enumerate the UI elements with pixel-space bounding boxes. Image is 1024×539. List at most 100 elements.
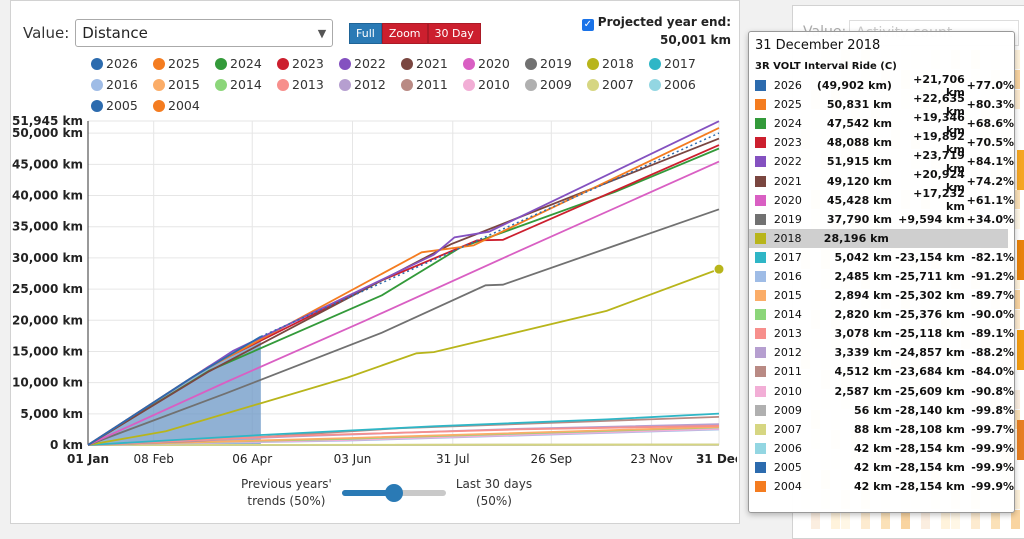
legend-item-2011[interactable]: 2011 (401, 74, 463, 95)
tooltip-diff: -28,154 km (892, 461, 965, 474)
legend-item-2013[interactable]: 2013 (277, 74, 339, 95)
tooltip-distance: 56 km (807, 404, 892, 417)
series-line-2020 (88, 162, 719, 445)
tooltip-year: 2010 (774, 385, 807, 398)
tooltip-diff: -25,711 km (892, 270, 965, 283)
tooltip-diff: +9,594 km (892, 213, 965, 226)
zoom-zoom-button[interactable]: Zoom (382, 23, 428, 44)
tooltip-year: 2023 (774, 136, 807, 149)
legend-dot-icon (153, 79, 165, 91)
legend-item-2023[interactable]: 2023 (277, 53, 339, 74)
legend-label: 2020 (478, 56, 510, 71)
y-tick-label: 45,000 km (12, 157, 83, 171)
legend-item-2025[interactable]: 2025 (153, 53, 215, 74)
tooltip-year: 2004 (774, 480, 807, 493)
tooltip-pct: +80.3% (965, 98, 1014, 111)
legend-label: 2024 (230, 56, 262, 71)
tooltip-swatch-icon (755, 233, 766, 244)
tooltip-year: 2017 (774, 251, 807, 264)
tooltip-swatch-icon (755, 290, 766, 301)
legend-dot-icon (587, 58, 599, 70)
tooltip-distance: 42 km (807, 480, 892, 493)
legend-dot-icon (649, 58, 661, 70)
heatmap-cell-strong (1017, 420, 1024, 460)
legend-label: 2022 (354, 56, 386, 71)
legend-dot-icon (649, 79, 661, 91)
slider-left-label-line2: trends (50%) (241, 493, 332, 510)
projected-checkbox[interactable]: ✓ (582, 19, 594, 31)
projected-year-end: ✓Projected year end: 50,001 km (582, 13, 731, 49)
legend-label: 2021 (416, 56, 448, 71)
legend-label: 2012 (354, 77, 386, 92)
chevron-down-icon: ▼ (318, 27, 326, 40)
legend-item-2026[interactable]: 2026 (91, 53, 153, 74)
value-row: Value: Distance ▼ (23, 19, 333, 47)
legend-label: 2011 (416, 77, 448, 92)
legend-label: 2016 (106, 77, 138, 92)
legend-item-2018[interactable]: 2018 (587, 53, 649, 74)
tooltip-swatch-icon (755, 214, 766, 225)
value-select[interactable]: Distance ▼ (75, 19, 333, 47)
tooltip-year: 2020 (774, 194, 807, 207)
legend-item-2016[interactable]: 2016 (91, 74, 153, 95)
tooltip-swatch-icon (755, 443, 766, 454)
y-tick-label: 25,000 km (12, 282, 83, 296)
chart-panel: Value: Distance ▼ Full Zoom 30 Day ✓Proj… (10, 0, 740, 524)
zoom-full-button[interactable]: Full (349, 23, 382, 44)
legend-item-2007[interactable]: 2007 (587, 74, 649, 95)
tooltip-swatch-icon (755, 405, 766, 416)
tooltip-diff: -24,857 km (892, 346, 965, 359)
tooltip-distance: 5,042 km (807, 251, 892, 264)
y-tick-label: 35,000 km (12, 220, 83, 234)
tooltip-pct: +77.0% (965, 79, 1014, 92)
tooltip-pct: -90.8% (965, 385, 1014, 398)
slider-track[interactable] (342, 490, 446, 496)
legend-dot-icon (91, 58, 103, 70)
legend-item-2009[interactable]: 2009 (525, 74, 587, 95)
tooltip-year: 2012 (774, 346, 807, 359)
tooltip-pct: -99.7% (965, 423, 1014, 436)
x-tick-label: 06 Apr (232, 452, 272, 466)
tooltip-date: 31 December 2018 (755, 38, 1014, 53)
tooltip-swatch-icon (755, 328, 766, 339)
tooltip-pct: +84.1% (965, 155, 1014, 168)
slider-thumb[interactable] (385, 484, 403, 502)
legend-item-2020[interactable]: 2020 (463, 53, 525, 74)
legend-item-2010[interactable]: 2010 (463, 74, 525, 95)
y-tick-label: 50,000 km (12, 126, 83, 140)
legend-item-2024[interactable]: 2024 (215, 53, 277, 74)
legend-item-2017[interactable]: 2017 (649, 53, 711, 74)
legend-item-2022[interactable]: 2022 (339, 53, 401, 74)
tooltip-swatch-icon (755, 118, 766, 129)
legend-item-2021[interactable]: 2021 (401, 53, 463, 74)
y-tick-label: 5,000 km (20, 407, 83, 421)
legend-label: 2025 (168, 56, 200, 71)
legend-item-2015[interactable]: 2015 (153, 74, 215, 95)
legend-item-2006[interactable]: 2006 (649, 74, 711, 95)
tooltip-swatch-icon (755, 386, 766, 397)
tooltip-pct: -89.1% (965, 327, 1014, 340)
zoom-30day-button[interactable]: 30 Day (428, 23, 481, 44)
tooltip-year: 2014 (774, 308, 807, 321)
legend-label: 2013 (292, 77, 324, 92)
legend-label: 2014 (230, 77, 262, 92)
legend-item-2012[interactable]: 2012 (339, 74, 401, 95)
legend-dot-icon (463, 79, 475, 91)
legend-item-2014[interactable]: 2014 (215, 74, 277, 95)
legend-item-2019[interactable]: 2019 (525, 53, 587, 74)
legend-dot-icon (587, 79, 599, 91)
tooltip-pct: +61.1% (965, 194, 1014, 207)
tooltip-diff: -28,154 km (892, 442, 965, 455)
tooltip-distance: 48,088 km (807, 136, 892, 149)
slider-right-label-line2: (50%) (456, 493, 532, 510)
y-tick-label: 20,000 km (12, 313, 83, 327)
